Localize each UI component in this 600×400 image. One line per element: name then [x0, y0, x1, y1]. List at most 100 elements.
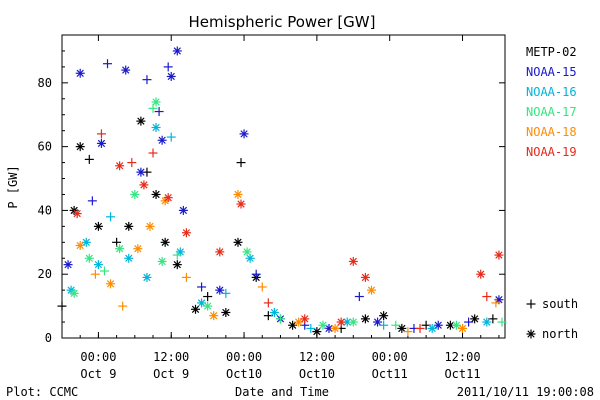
star-marker	[269, 307, 279, 317]
legend: METP-02 NOAA-15 NOAA-16 NOAA-17 NOAA-18 NOAA-…	[526, 45, 577, 159]
legend-item: NOAA-16	[526, 85, 577, 99]
legend-item: METP-02	[526, 45, 577, 59]
star-marker	[84, 253, 94, 263]
plus-marker	[127, 158, 137, 168]
plus-marker	[103, 59, 113, 69]
star-marker	[172, 46, 182, 56]
x-tick-hour: 00:00	[372, 350, 408, 364]
y-tick-label: 80	[38, 76, 52, 90]
star-marker	[203, 301, 213, 311]
plus-marker	[464, 317, 474, 327]
star-marker	[163, 193, 173, 203]
marker-legend-label: south	[542, 297, 578, 311]
star-marker	[360, 314, 370, 324]
star-marker	[151, 122, 161, 132]
star-marker	[300, 314, 310, 324]
footer-timestamp: 2011/10/11 19:00:08	[457, 385, 594, 399]
x-tick-day: Oct 9	[153, 367, 189, 381]
star-marker	[366, 285, 376, 295]
star-marker	[373, 317, 383, 327]
x-tick-hour: 12:00	[153, 350, 189, 364]
x-axis-label: Date and Time	[235, 385, 329, 399]
plus-marker	[497, 317, 507, 327]
plus-marker	[197, 282, 207, 292]
x-tick-hour: 00:00	[226, 350, 262, 364]
y-axis-label: P [GW]	[6, 165, 20, 208]
star-marker	[93, 260, 103, 270]
x-tick-day: Oct 9	[80, 367, 116, 381]
star-marker	[151, 189, 161, 199]
star-marker	[145, 221, 155, 231]
star-marker	[318, 320, 328, 330]
star-marker	[348, 317, 358, 327]
y-axis: 0 20 40 60 80	[38, 50, 505, 345]
star-marker	[172, 260, 182, 270]
y-tick-label: 20	[38, 267, 52, 281]
plus-marker	[203, 292, 213, 302]
star-marker	[494, 250, 504, 260]
x-tick-day: Oct10	[299, 367, 335, 381]
x-axis: 00:00 Oct 9 12:00 Oct 9 00:00 Oct10 12:00 Oct10…	[61, 35, 500, 381]
x-tick-hour: 12:00	[299, 350, 335, 364]
plus-marker	[263, 298, 273, 308]
star-marker	[151, 97, 161, 107]
plus-marker	[482, 292, 492, 302]
plus-marker	[221, 288, 231, 298]
plus-marker	[403, 327, 413, 337]
data-points	[57, 46, 507, 337]
plus-marker	[415, 323, 425, 333]
star-marker	[157, 256, 167, 266]
marker-legend-label: north	[542, 327, 578, 341]
legend-item: NOAA-18	[526, 125, 577, 139]
star-marker	[427, 323, 437, 333]
star-marker	[69, 288, 79, 298]
plus-marker	[491, 298, 501, 308]
star-marker	[215, 247, 225, 257]
star-marker	[166, 71, 176, 81]
star-marker	[130, 189, 140, 199]
plus-marker	[166, 132, 176, 142]
star-marker	[157, 135, 167, 145]
x-tick-day: Oct11	[444, 367, 480, 381]
star-marker	[476, 269, 486, 279]
star-marker	[106, 279, 116, 289]
plus-marker	[257, 282, 267, 292]
plus-marker	[90, 269, 100, 279]
plus-marker	[106, 212, 116, 222]
plus-marker	[526, 299, 536, 309]
x-tick-day: Oct10	[226, 367, 262, 381]
x-tick-hour: 00:00	[80, 350, 116, 364]
star-marker	[72, 209, 82, 219]
plus-marker	[118, 301, 128, 311]
star-marker	[75, 142, 85, 152]
star-marker	[191, 304, 201, 314]
star-marker	[360, 272, 370, 282]
star-marker	[239, 129, 249, 139]
plus-marker	[96, 129, 106, 139]
plus-marker	[391, 320, 401, 330]
y-tick-label: 60	[38, 140, 52, 154]
star-marker	[160, 237, 170, 247]
plus-marker	[236, 158, 246, 168]
star-marker	[136, 116, 146, 126]
plus-marker	[181, 272, 191, 282]
star-marker	[397, 323, 407, 333]
star-marker	[121, 65, 131, 75]
star-marker	[221, 307, 231, 317]
plus-marker	[306, 323, 316, 333]
plus-marker	[154, 107, 164, 117]
star-marker	[124, 221, 134, 231]
star-marker	[115, 244, 125, 254]
star-marker	[312, 327, 322, 337]
star-marker	[233, 189, 243, 199]
y-tick-label: 40	[38, 203, 52, 217]
plus-marker	[142, 75, 152, 85]
star-marker	[178, 205, 188, 215]
star-marker	[136, 167, 146, 177]
star-marker	[124, 253, 134, 263]
y-tick-label: 0	[45, 331, 52, 345]
star-marker	[242, 247, 252, 257]
plus-marker	[84, 154, 94, 164]
plus-marker	[379, 320, 389, 330]
